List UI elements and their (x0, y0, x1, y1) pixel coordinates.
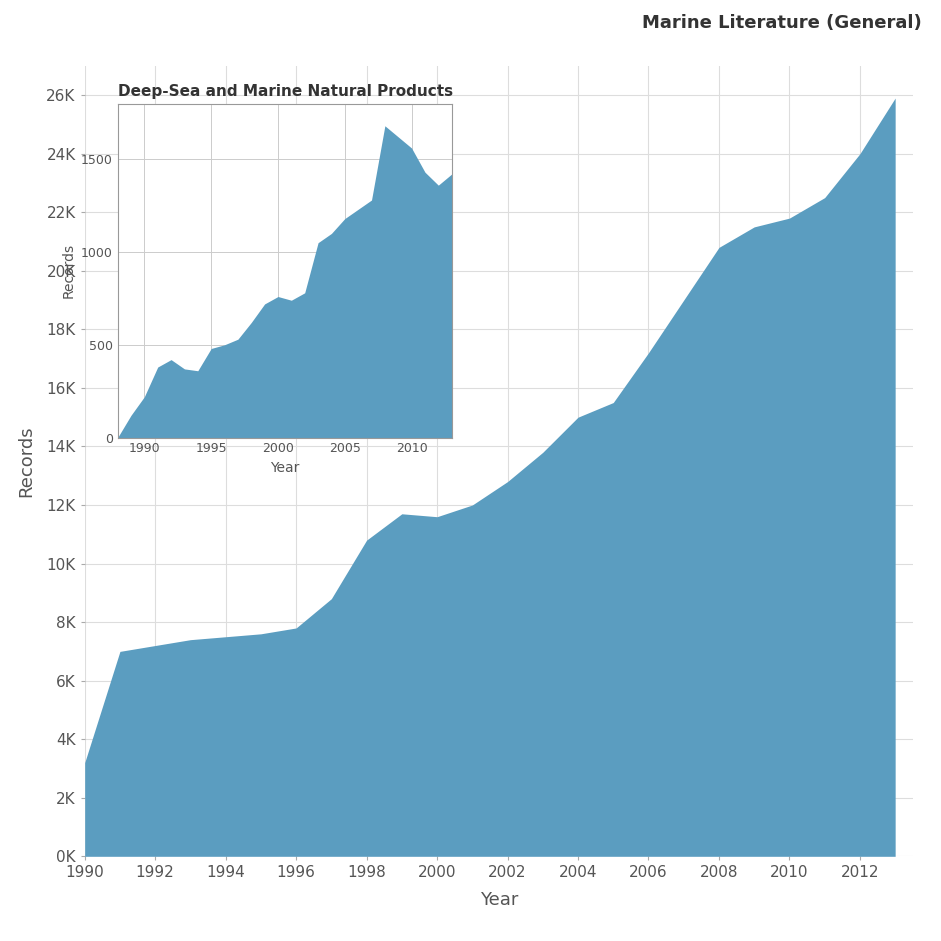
X-axis label: Year: Year (480, 891, 518, 909)
Y-axis label: Records: Records (17, 425, 35, 497)
X-axis label: Year: Year (270, 461, 299, 475)
Y-axis label: Records: Records (61, 243, 75, 298)
Text: Marine Literature (General): Marine Literature (General) (643, 14, 922, 32)
Text: Deep-Sea and Marine Natural Products: Deep-Sea and Marine Natural Products (118, 84, 453, 99)
